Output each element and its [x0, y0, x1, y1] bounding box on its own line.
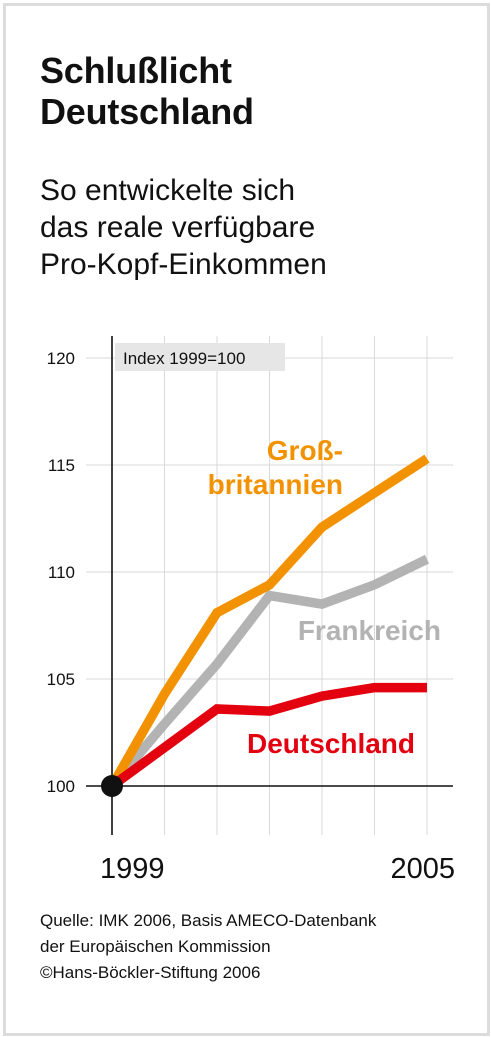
series-label: Frankreich	[298, 615, 441, 646]
y-tick-label: 110	[48, 563, 75, 582]
y-tick-label: 115	[48, 456, 75, 475]
y-tick-label: 100	[47, 777, 75, 796]
series-line	[108, 554, 430, 790]
chart-title: Schlußlicht Deutschland	[40, 50, 254, 132]
title-line: Schlußlicht	[40, 50, 232, 91]
source-line: ©Hans-Böckler-Stiftung 2006	[40, 963, 261, 982]
source-line: der Europäischen Kommission	[40, 937, 271, 956]
series-line	[109, 682, 427, 790]
title-line: Deutschland	[40, 91, 254, 132]
index-label: Index 1999=100	[123, 349, 245, 368]
subtitle-line: So entwickelte sich	[40, 174, 296, 207]
source-note: Quelle: IMK 2006, Basis AMECO-Datenbank …	[40, 908, 376, 986]
source-line: Quelle: IMK 2006, Basis AMECO-Datenbank	[40, 911, 377, 930]
series-label: Deutschland	[247, 728, 415, 759]
subtitle-line: das reale verfügbare	[40, 211, 316, 244]
y-tick-label: 105	[47, 670, 75, 689]
series-label: Groß-	[267, 435, 343, 466]
y-tick-label: 120	[47, 349, 75, 368]
x-tick-label: 2005	[390, 853, 455, 885]
series-line	[107, 454, 430, 789]
index-label-box	[115, 343, 285, 371]
origin-dot	[101, 775, 123, 797]
figure-frame	[3, 3, 490, 1036]
x-tick-label: 1999	[100, 853, 165, 885]
subtitle-line: Pro-Kopf-Einkommen	[40, 248, 327, 281]
chart-subtitle: So entwickelte sich das reale verfügbare…	[40, 172, 327, 283]
series-label: britannien	[208, 469, 343, 500]
